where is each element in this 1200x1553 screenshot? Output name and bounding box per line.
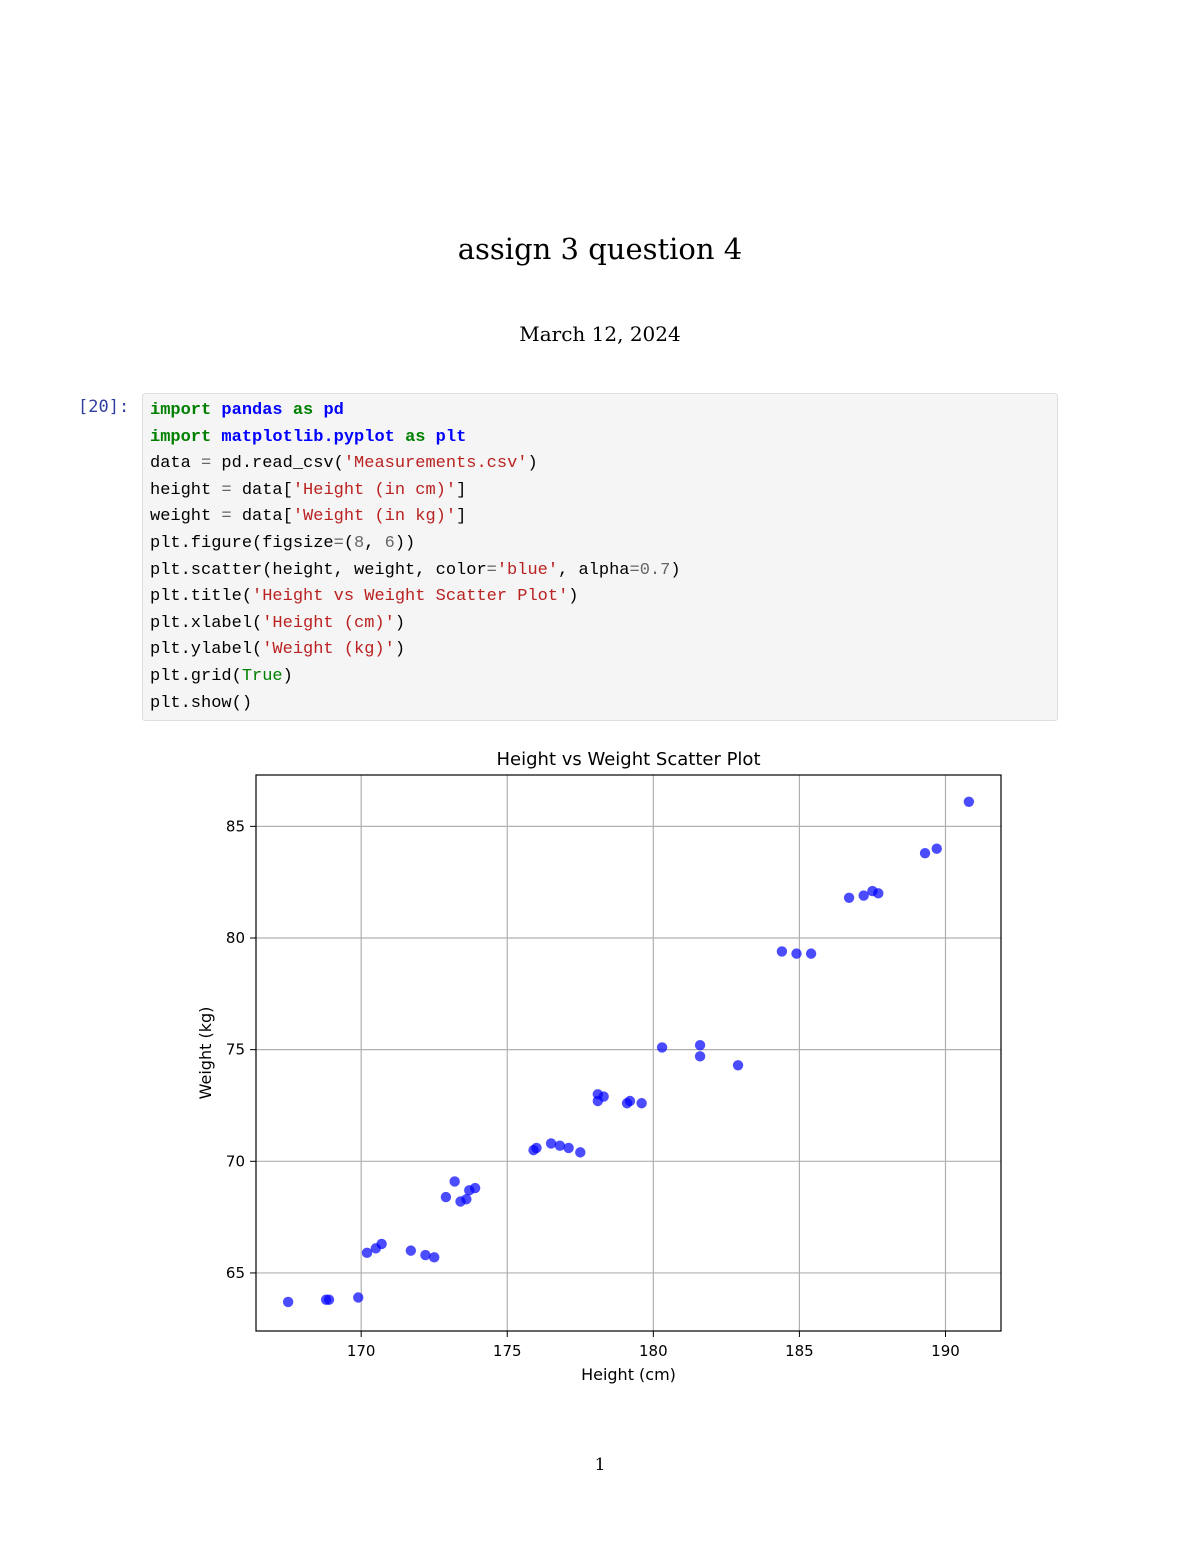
y-tick-label: 85 (226, 817, 245, 835)
data-point (694, 1039, 706, 1051)
data-point (282, 1296, 294, 1308)
data-point (575, 1147, 586, 1158)
data-point (963, 796, 975, 807)
data-point (598, 1091, 609, 1102)
data-point (554, 1140, 566, 1151)
data-point (469, 1182, 481, 1194)
data-point (405, 1245, 417, 1256)
y-axis-label: Weight (kg) (196, 1007, 215, 1100)
code-line: plt.xlabel('Height (cm)') (150, 613, 406, 633)
data-point (461, 1194, 472, 1205)
code-block: import pandas as pd import matplotlib.py… (143, 394, 1057, 717)
code-line: plt.ylabel('Weight (kg)') (150, 640, 406, 660)
page-number: 1 (594, 1455, 606, 1475)
data-point (545, 1138, 557, 1149)
data-point (858, 890, 869, 901)
code-line: import matplotlib.pyplot as plt (150, 427, 467, 447)
data-point (440, 1191, 452, 1203)
data-point (323, 1294, 335, 1305)
cell-prompt: [20]: (78, 397, 130, 417)
y-tick-label: 70 (226, 1152, 245, 1170)
data-point (449, 1176, 460, 1187)
data-point (791, 948, 802, 959)
code-line: plt.show() (150, 693, 253, 713)
data-point (931, 843, 942, 854)
data-point (732, 1060, 744, 1071)
code-line: plt.figure(figsize=(8, 6)) (150, 533, 416, 553)
x-axis-label: Height (cm) (581, 1365, 676, 1384)
data-point (636, 1098, 647, 1109)
data-point (805, 948, 817, 959)
x-tick-label: 190 (931, 1342, 960, 1360)
x-tick-label: 180 (639, 1342, 668, 1360)
data-point (919, 847, 931, 859)
data-point (429, 1252, 440, 1263)
data-point (376, 1238, 387, 1250)
code-line: import pandas as pd (150, 401, 344, 420)
plot-frame (255, 774, 1002, 1332)
data-point (420, 1249, 431, 1261)
code-line: weight = data['Weight (in kg)'] (150, 507, 467, 527)
y-tick-label: 80 (226, 929, 245, 947)
document-title: assign 3 question 4 (457, 232, 743, 266)
data-point (694, 1051, 706, 1062)
data-point (776, 946, 788, 957)
x-tick-label: 185 (785, 1342, 814, 1360)
data-point (353, 1292, 364, 1303)
code-line: plt.grid(True) (150, 666, 293, 686)
code-line: data = pd.read_csv('Measurements.csv') (150, 454, 538, 474)
y-tick-label: 65 (226, 1264, 245, 1282)
data-point (624, 1095, 636, 1107)
data-point (563, 1142, 574, 1154)
data-point (843, 892, 855, 904)
y-tick-label: 75 (226, 1041, 245, 1059)
code-cell[interactable]: import pandas as pd import matplotlib.py… (142, 393, 1058, 721)
code-line: plt.scatter(height, weight, color='blue'… (150, 560, 681, 580)
document-date: March 12, 2024 (519, 322, 681, 346)
code-line: plt.title('Height vs Weight Scatter Plot… (150, 587, 579, 607)
code-line: height = data['Height (in cm)'] (150, 480, 467, 500)
x-tick-label: 175 (493, 1342, 522, 1360)
data-point (361, 1247, 373, 1259)
data-point (873, 888, 884, 899)
data-point (531, 1142, 542, 1154)
data-point (656, 1042, 668, 1053)
chart-title: Height vs Weight Scatter Plot (497, 749, 761, 770)
x-tick-label: 170 (347, 1342, 376, 1360)
